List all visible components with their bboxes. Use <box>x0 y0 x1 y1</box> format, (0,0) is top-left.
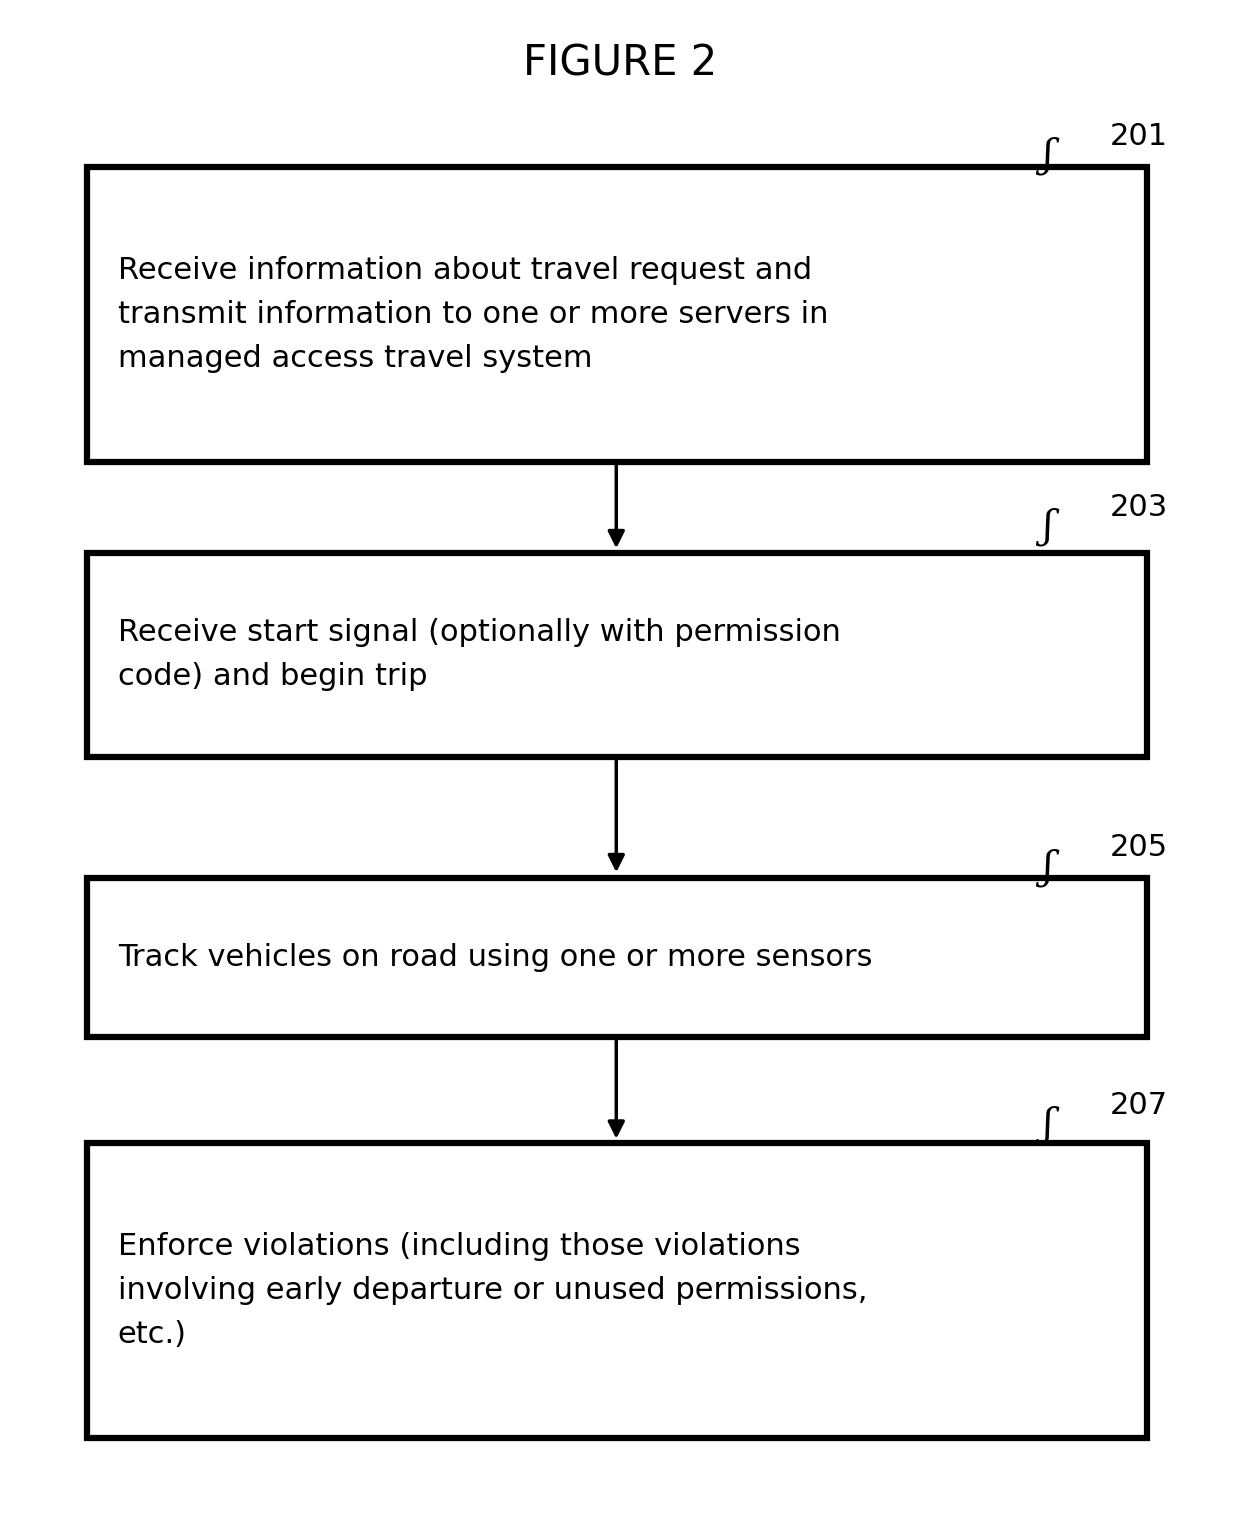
Bar <box>87 553 1147 757</box>
Text: Receive information about travel request and
transmit information to one or more: Receive information about travel request… <box>118 256 828 372</box>
Text: 207: 207 <box>1110 1090 1168 1120</box>
Text: ʃ: ʃ <box>1043 136 1053 176</box>
Bar <box>87 878 1147 1037</box>
Text: Receive start signal (optionally with permission
code) and begin trip: Receive start signal (optionally with pe… <box>118 618 841 692</box>
Text: 203: 203 <box>1110 492 1168 522</box>
Text: 205: 205 <box>1110 833 1168 863</box>
Bar <box>87 1143 1147 1438</box>
Text: ʃ: ʃ <box>1043 507 1053 547</box>
Text: 201: 201 <box>1110 121 1168 151</box>
Text: FIGURE 2: FIGURE 2 <box>523 42 717 85</box>
Text: Track vehicles on road using one or more sensors: Track vehicles on road using one or more… <box>118 943 872 972</box>
Bar <box>87 167 1147 462</box>
Text: ʃ: ʃ <box>1043 1105 1053 1145</box>
Text: ʃ: ʃ <box>1043 848 1053 887</box>
Text: Enforce violations (including those violations
involving early departure or unus: Enforce violations (including those viol… <box>118 1232 867 1349</box>
